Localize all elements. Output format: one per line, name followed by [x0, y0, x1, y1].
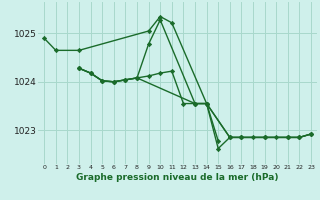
X-axis label: Graphe pression niveau de la mer (hPa): Graphe pression niveau de la mer (hPa) — [76, 173, 279, 182]
